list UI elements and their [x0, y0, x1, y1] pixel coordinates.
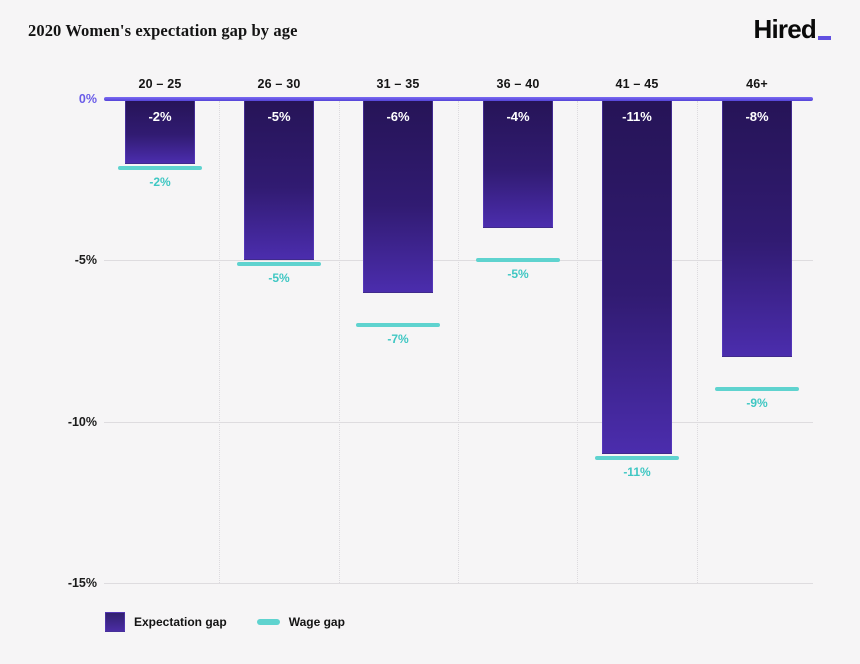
expectation-gap-value: -5%	[267, 109, 291, 124]
expectation-gap-value: -8%	[745, 109, 769, 124]
y-axis-label--10%: -10%	[67, 415, 97, 429]
y-axis-label-0%: 0%	[78, 92, 97, 106]
column-separator	[219, 101, 220, 583]
category-label-5: 41 – 45	[615, 77, 659, 91]
column-separator	[577, 101, 578, 583]
gridline--15%	[104, 583, 813, 584]
category-label-2: 26 – 30	[257, 77, 301, 91]
category-label-6: 46+	[746, 77, 768, 91]
wage-gap-value: -5%	[507, 267, 529, 281]
y-axis-label--5%: -5%	[74, 253, 97, 267]
wage-gap-line	[237, 262, 321, 266]
expectation-gap-bar	[602, 99, 672, 454]
expectation-gap-bar	[722, 99, 792, 357]
expectation-gap-value: -11%	[622, 109, 652, 124]
wage-gap-line	[118, 166, 202, 170]
wage-gap-value: -5%	[268, 271, 290, 285]
expectation-gap-swatch-icon	[105, 612, 125, 632]
legend-item-wage-gap: Wage gap	[256, 615, 345, 629]
wage-gap-value: -7%	[387, 332, 409, 346]
chart-legend: Expectation gap Wage gap	[105, 612, 345, 632]
hired-logo: Hired	[754, 14, 831, 45]
wage-gap-line	[356, 323, 440, 327]
expectation-gap-value: -4%	[506, 109, 530, 124]
wage-gap-value: -2%	[149, 175, 171, 189]
chart-title: 2020 Women's expectation gap by age	[28, 21, 298, 40]
zero-axis-line	[104, 97, 813, 101]
column-separator	[697, 101, 698, 583]
column-separator	[458, 101, 459, 583]
expectation-gap-bar	[363, 99, 433, 293]
wage-gap-line	[476, 258, 560, 262]
expectation-gap-value: -2%	[148, 109, 172, 124]
hired-logo-text: Hired	[753, 14, 817, 44]
expectation-gap-bar	[244, 99, 314, 260]
legend-label-expectation-gap: Expectation gap	[134, 615, 227, 629]
category-label-1: 20 – 25	[138, 77, 182, 91]
legend-item-expectation-gap: Expectation gap	[105, 612, 227, 632]
wage-gap-line	[715, 387, 799, 391]
hired-logo-underscore-icon	[818, 36, 831, 40]
wage-gap-line	[595, 456, 679, 460]
column-separator	[339, 101, 340, 583]
category-label-3: 31 – 35	[376, 77, 420, 91]
wage-gap-swatch-icon	[256, 619, 280, 625]
y-axis-label--15%: -15%	[67, 576, 97, 590]
wage-gap-value: -9%	[746, 396, 768, 410]
legend-label-wage-gap: Wage gap	[288, 615, 345, 629]
expectation-gap-bar	[125, 99, 195, 164]
category-label-4: 36 – 40	[496, 77, 540, 91]
wage-gap-value: -11%	[623, 465, 651, 479]
expectation-gap-value: -6%	[386, 109, 410, 124]
